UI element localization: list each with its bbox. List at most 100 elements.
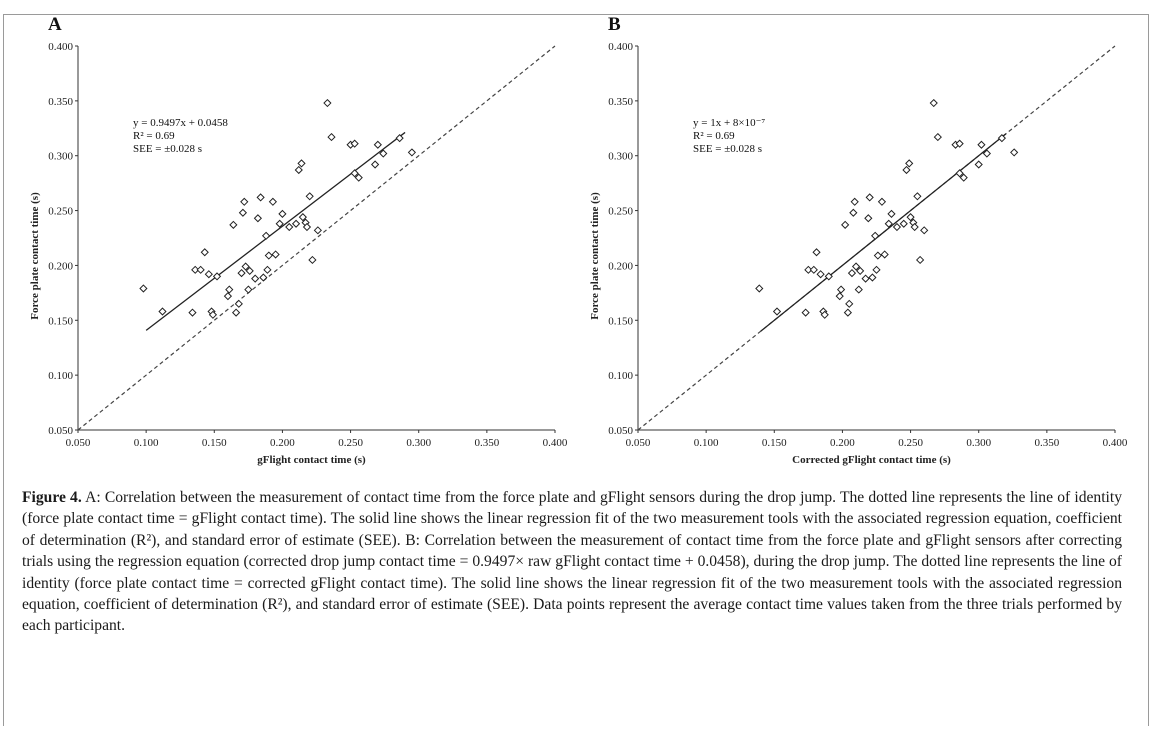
y-tick-label: 0.100 bbox=[608, 370, 633, 382]
data-point bbox=[323, 98, 332, 108]
data-point bbox=[238, 208, 248, 217]
regression-annotation: R² = 0.69 bbox=[693, 130, 735, 142]
data-point bbox=[297, 159, 306, 168]
data-point bbox=[294, 165, 303, 175]
data-point bbox=[305, 192, 314, 201]
data-point bbox=[234, 299, 243, 308]
x-tick-label: 0.250 bbox=[898, 437, 923, 449]
y-tick-label: 0.250 bbox=[48, 206, 73, 218]
data-point bbox=[772, 307, 782, 316]
data-point bbox=[244, 285, 253, 294]
data-point bbox=[906, 213, 915, 222]
x-tick-label: 0.050 bbox=[66, 437, 91, 449]
figure-caption: Figure 4. A: Correlation between the mea… bbox=[22, 487, 1122, 637]
data-point bbox=[188, 308, 197, 317]
data-point bbox=[158, 307, 167, 316]
data-point bbox=[275, 219, 284, 228]
y-tick-label: 0.050 bbox=[48, 425, 73, 437]
data-point bbox=[223, 292, 233, 301]
data-point bbox=[373, 140, 382, 149]
data-point bbox=[191, 265, 200, 274]
data-point bbox=[285, 222, 294, 232]
data-point bbox=[868, 273, 877, 282]
y-tick-label: 0.400 bbox=[48, 41, 73, 53]
data-point bbox=[395, 134, 404, 143]
data-point bbox=[877, 197, 887, 206]
regression-annotation: y = 1x + 8×10⁻⁷ bbox=[693, 117, 765, 129]
data-point bbox=[237, 269, 246, 278]
data-point bbox=[308, 255, 317, 265]
y-tick-label: 0.350 bbox=[608, 96, 633, 108]
x-axis-label: Corrected gFlight contact time (s) bbox=[792, 454, 951, 466]
x-tick-label: 0.350 bbox=[1034, 437, 1059, 449]
data-point bbox=[291, 219, 301, 228]
caption-label: Figure 4. bbox=[22, 489, 82, 506]
data-point bbox=[263, 265, 272, 274]
x-tick-label: 0.150 bbox=[762, 437, 787, 449]
regression-annotation: R² = 0.69 bbox=[133, 130, 175, 142]
data-point bbox=[884, 219, 893, 228]
y-tick-label: 0.050 bbox=[608, 425, 633, 437]
data-point bbox=[905, 159, 914, 168]
data-point bbox=[850, 197, 859, 206]
x-tick-label: 0.250 bbox=[338, 437, 363, 449]
data-point bbox=[849, 208, 858, 217]
identity-line bbox=[77, 45, 556, 431]
data-point bbox=[271, 250, 280, 259]
data-point bbox=[847, 269, 857, 278]
data-point bbox=[241, 262, 250, 271]
data-point bbox=[841, 220, 850, 229]
panel-label: B bbox=[608, 14, 621, 35]
x-tick-label: 0.400 bbox=[1103, 437, 1128, 449]
data-point bbox=[955, 169, 964, 178]
data-point bbox=[208, 310, 218, 319]
data-point bbox=[861, 274, 870, 283]
data-point bbox=[835, 292, 844, 301]
figure-frame bbox=[3, 14, 1149, 726]
data-point bbox=[259, 273, 268, 282]
data-point bbox=[253, 214, 263, 223]
data-point bbox=[256, 193, 265, 202]
data-point bbox=[229, 220, 238, 229]
data-point bbox=[379, 149, 388, 158]
data-point bbox=[327, 132, 336, 142]
x-tick-label: 0.100 bbox=[694, 437, 719, 449]
data-point bbox=[350, 169, 359, 178]
data-point bbox=[812, 248, 821, 257]
regression-annotation: SEE = ±0.028 s bbox=[133, 143, 202, 155]
data-point bbox=[824, 272, 833, 281]
data-point bbox=[302, 222, 312, 232]
panel-label: A bbox=[48, 14, 62, 35]
data-point bbox=[920, 226, 929, 235]
data-point bbox=[801, 308, 810, 317]
data-point bbox=[902, 165, 911, 175]
data-point bbox=[204, 270, 213, 279]
data-point bbox=[804, 265, 813, 274]
y-tick-label: 0.200 bbox=[48, 260, 73, 272]
data-point bbox=[871, 231, 880, 240]
data-point bbox=[899, 219, 908, 228]
y-axis-label: Force plate contact time (s) bbox=[29, 192, 41, 320]
data-point bbox=[278, 209, 287, 218]
data-point bbox=[298, 213, 307, 222]
data-point bbox=[997, 134, 1006, 143]
y-tick-label: 0.150 bbox=[48, 315, 73, 327]
x-tick-label: 0.400 bbox=[543, 437, 568, 449]
y-tick-label: 0.150 bbox=[608, 315, 633, 327]
data-point bbox=[261, 231, 271, 240]
y-tick-label: 0.400 bbox=[608, 41, 633, 53]
data-point bbox=[916, 255, 925, 265]
data-point bbox=[977, 140, 986, 149]
regression-annotation: y = 0.9497x + 0.0458 bbox=[133, 117, 228, 129]
data-point bbox=[313, 226, 322, 235]
data-point bbox=[264, 251, 273, 260]
data-point bbox=[755, 284, 764, 293]
data-point bbox=[816, 270, 825, 279]
data-point bbox=[974, 160, 983, 169]
regression-line bbox=[760, 133, 1007, 332]
regression-line bbox=[145, 131, 406, 331]
data-point bbox=[933, 132, 942, 142]
data-point bbox=[245, 266, 254, 276]
x-tick-label: 0.200 bbox=[270, 437, 295, 449]
x-tick-label: 0.300 bbox=[406, 437, 431, 449]
